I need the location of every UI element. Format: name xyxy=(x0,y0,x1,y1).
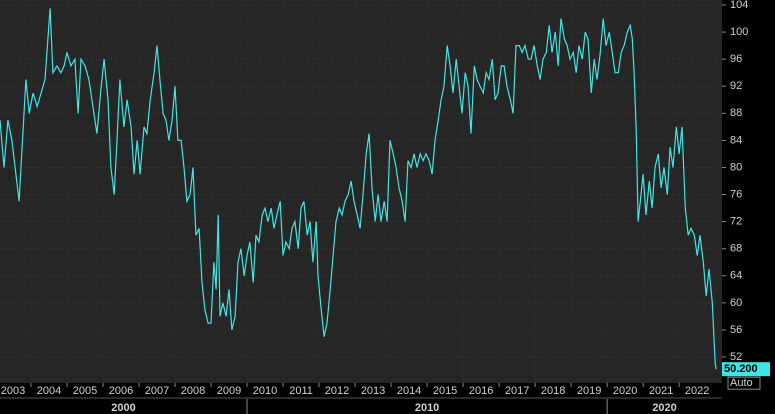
y-tick-label: 104 xyxy=(730,0,748,11)
x-tick-label: 2016 xyxy=(469,385,493,397)
x-tick-label: 2009 xyxy=(217,385,241,397)
last-value-box xyxy=(722,362,770,377)
y-tick-label: 68 xyxy=(730,243,742,255)
x-tick-label: 2019 xyxy=(577,385,601,397)
scale-box xyxy=(727,376,761,390)
y-tick-label: 100 xyxy=(730,26,748,38)
x-tick-label: 2007 xyxy=(145,385,169,397)
x-group-label: 2010 xyxy=(415,402,439,414)
y-tick-label: 80 xyxy=(730,161,742,173)
y-tick-label: 92 xyxy=(730,80,742,92)
data-line xyxy=(0,8,717,370)
x-tick-label: 2003 xyxy=(1,385,25,397)
y-tick-label: 96 xyxy=(730,53,742,65)
y-tick-label: 76 xyxy=(730,188,742,200)
x-tick-label: 2014 xyxy=(397,385,421,397)
y-tick-label: 60 xyxy=(730,297,742,309)
x-tick-label: 2012 xyxy=(325,385,349,397)
x-tick-label: 2017 xyxy=(505,385,529,397)
x-tick-label: 2005 xyxy=(73,385,97,397)
x-tick-label: 2004 xyxy=(37,385,61,397)
y-tick-label: 52 xyxy=(730,351,742,363)
y-tick-label: 84 xyxy=(730,134,742,146)
x-tick-label: 2006 xyxy=(109,385,133,397)
y-tick-label: 88 xyxy=(730,107,742,119)
x-tick-label: 2022 xyxy=(685,385,709,397)
x-tick-label: 2010 xyxy=(253,385,277,397)
x-tick-label: 2020 xyxy=(613,385,637,397)
plot-area xyxy=(0,0,722,383)
last-value-label: 50.200 xyxy=(724,363,758,375)
x-tick-label: 2011 xyxy=(289,385,313,397)
y-tick-label: 64 xyxy=(730,270,742,282)
y-tick-label: 72 xyxy=(730,216,742,228)
x-tick-label: 2015 xyxy=(433,385,457,397)
y-tick-label: 56 xyxy=(730,324,742,336)
x-tick-label: 2013 xyxy=(361,385,385,397)
x-tick-label: 2021 xyxy=(649,385,673,397)
x-tick-label: 2018 xyxy=(541,385,565,397)
x-group-label: 2000 xyxy=(111,402,135,414)
scale-label: Auto xyxy=(730,377,753,389)
x-tick-label: 2008 xyxy=(181,385,205,397)
x-group-label: 2020 xyxy=(652,402,676,414)
